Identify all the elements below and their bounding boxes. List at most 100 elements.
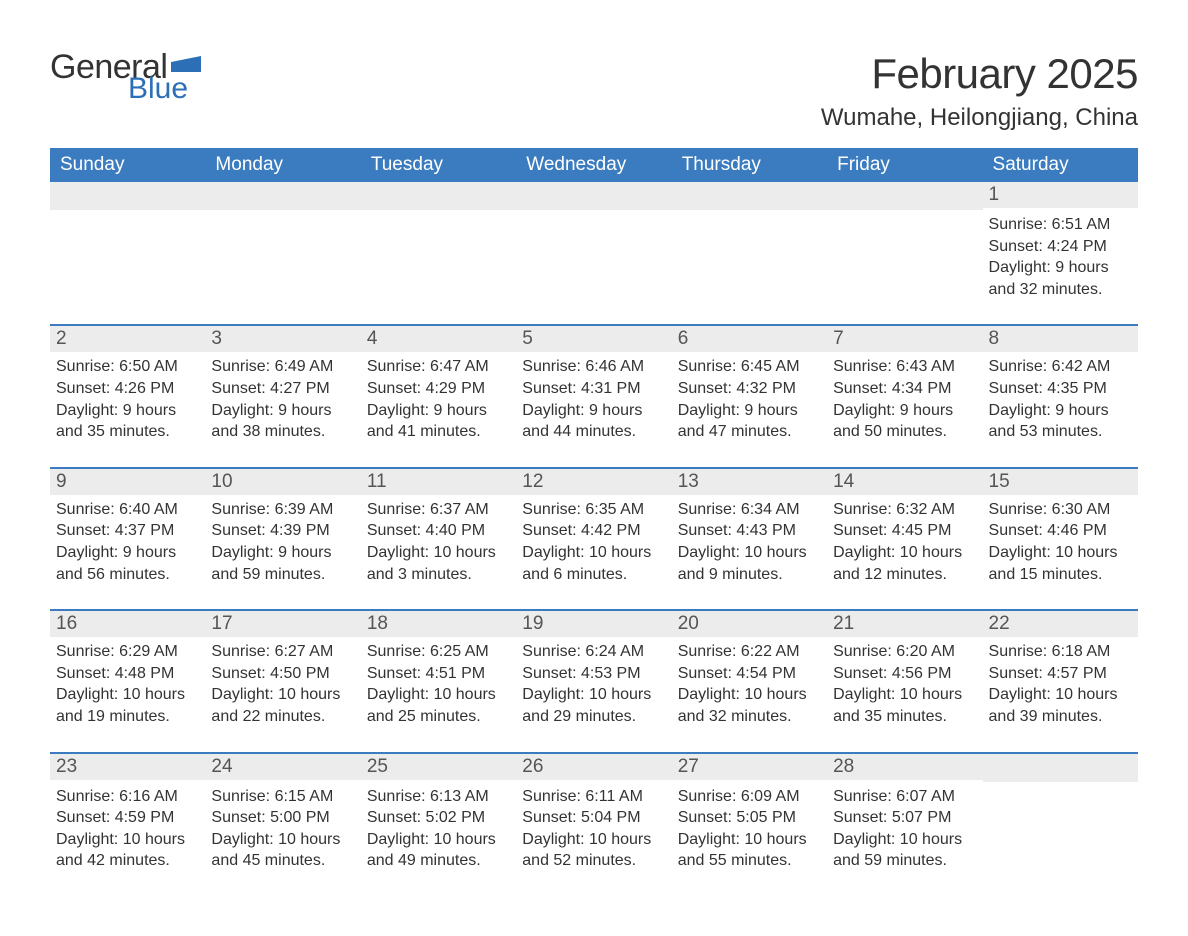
day-cell-body: Sunrise: 6:37 AMSunset: 4:40 PMDaylight:… [361, 495, 516, 610]
sunrise-line: Sunrise: 6:45 AM [678, 356, 821, 378]
day-number: 14 [827, 469, 982, 495]
day-number: 24 [205, 754, 360, 780]
sunset-line: Sunset: 4:26 PM [56, 378, 199, 400]
sunset-line: Sunset: 4:27 PM [211, 378, 354, 400]
day-cell-body [205, 210, 360, 325]
daylight-line: Daylight: 10 hours and 42 minutes. [56, 829, 199, 872]
day-cell-body [983, 782, 1138, 896]
month-title: February 2025 [821, 50, 1138, 98]
weekday-header: Friday [827, 148, 982, 182]
weekday-header: Tuesday [361, 148, 516, 182]
daylight-line: Daylight: 9 hours and 38 minutes. [211, 400, 354, 443]
day-cell-body: Sunrise: 6:51 AMSunset: 4:24 PMDaylight:… [983, 210, 1138, 325]
sunrise-line: Sunrise: 6:49 AM [211, 356, 354, 378]
day-number: 9 [50, 469, 205, 495]
sunset-line: Sunset: 4:56 PM [833, 663, 976, 685]
day-cell-number: 24 [205, 753, 360, 782]
sunrise-line: Sunrise: 6:29 AM [56, 641, 199, 663]
logo: General Blue [50, 50, 201, 104]
sunset-line: Sunset: 4:34 PM [833, 378, 976, 400]
day-cell-body: Sunrise: 6:15 AMSunset: 5:00 PMDaylight:… [205, 782, 360, 896]
day-number: 6 [672, 326, 827, 352]
sunrise-line: Sunrise: 6:34 AM [678, 499, 821, 521]
sunrise-line: Sunrise: 6:16 AM [56, 786, 199, 808]
day-cell-body: Sunrise: 6:29 AMSunset: 4:48 PMDaylight:… [50, 637, 205, 752]
day-cell-body: Sunrise: 6:20 AMSunset: 4:56 PMDaylight:… [827, 637, 982, 752]
day-number: 25 [361, 754, 516, 780]
weekday-header: Thursday [672, 148, 827, 182]
day-cell-number: 13 [672, 468, 827, 495]
day-cell-number: 22 [983, 610, 1138, 637]
day-number: 12 [516, 469, 671, 495]
sunrise-line: Sunrise: 6:07 AM [833, 786, 976, 808]
logo-text-blue: Blue [128, 74, 188, 104]
weekday-header: Sunday [50, 148, 205, 182]
day-cell-number: 16 [50, 610, 205, 637]
day-cell-number: 9 [50, 468, 205, 495]
day-cell-body: Sunrise: 6:18 AMSunset: 4:57 PMDaylight:… [983, 637, 1138, 752]
daylight-line: Daylight: 10 hours and 52 minutes. [522, 829, 665, 872]
daylight-line: Daylight: 10 hours and 19 minutes. [56, 684, 199, 727]
day-number: 17 [205, 611, 360, 637]
location: Wumahe, Heilongjiang, China [821, 104, 1138, 132]
day-cell-body: Sunrise: 6:35 AMSunset: 4:42 PMDaylight:… [516, 495, 671, 610]
day-cell-number: 25 [361, 753, 516, 782]
day-cell-number: 5 [516, 325, 671, 352]
daylight-line: Daylight: 10 hours and 22 minutes. [211, 684, 354, 727]
sunrise-line: Sunrise: 6:42 AM [989, 356, 1132, 378]
sunrise-line: Sunrise: 6:25 AM [367, 641, 510, 663]
weekday-header: Monday [205, 148, 360, 182]
day-cell-number: 20 [672, 610, 827, 637]
day-number: 13 [672, 469, 827, 495]
sunset-line: Sunset: 4:45 PM [833, 520, 976, 542]
sunset-line: Sunset: 4:53 PM [522, 663, 665, 685]
sunrise-line: Sunrise: 6:11 AM [522, 786, 665, 808]
daylight-line: Daylight: 9 hours and 59 minutes. [211, 542, 354, 585]
day-number: 18 [361, 611, 516, 637]
day-cell-body: Sunrise: 6:50 AMSunset: 4:26 PMDaylight:… [50, 352, 205, 467]
day-cell-body: Sunrise: 6:46 AMSunset: 4:31 PMDaylight:… [516, 352, 671, 467]
day-cell-number: 1 [983, 182, 1138, 210]
sunset-line: Sunset: 5:07 PM [833, 807, 976, 829]
day-cell-number: 19 [516, 610, 671, 637]
day-cell-body: Sunrise: 6:22 AMSunset: 4:54 PMDaylight:… [672, 637, 827, 752]
day-number: 27 [672, 754, 827, 780]
daylight-line: Daylight: 10 hours and 3 minutes. [367, 542, 510, 585]
daylight-line: Daylight: 9 hours and 41 minutes. [367, 400, 510, 443]
day-cell-body [361, 210, 516, 325]
sunrise-line: Sunrise: 6:40 AM [56, 499, 199, 521]
day-cell-body: Sunrise: 6:25 AMSunset: 4:51 PMDaylight:… [361, 637, 516, 752]
day-cell-number: 12 [516, 468, 671, 495]
day-cell-body: Sunrise: 6:24 AMSunset: 4:53 PMDaylight:… [516, 637, 671, 752]
day-number: 8 [983, 326, 1138, 352]
day-number: 4 [361, 326, 516, 352]
day-number: 15 [983, 469, 1138, 495]
day-cell-number: 11 [361, 468, 516, 495]
day-cell-body: Sunrise: 6:30 AMSunset: 4:46 PMDaylight:… [983, 495, 1138, 610]
day-cell-body: Sunrise: 6:32 AMSunset: 4:45 PMDaylight:… [827, 495, 982, 610]
day-cell-body: Sunrise: 6:13 AMSunset: 5:02 PMDaylight:… [361, 782, 516, 896]
sunset-line: Sunset: 4:48 PM [56, 663, 199, 685]
sunrise-line: Sunrise: 6:09 AM [678, 786, 821, 808]
day-cell-body [672, 210, 827, 325]
sunset-line: Sunset: 4:32 PM [678, 378, 821, 400]
daylight-line: Daylight: 10 hours and 9 minutes. [678, 542, 821, 585]
day-cell-body: Sunrise: 6:39 AMSunset: 4:39 PMDaylight:… [205, 495, 360, 610]
day-cell-body: Sunrise: 6:43 AMSunset: 4:34 PMDaylight:… [827, 352, 982, 467]
day-cell-number: 15 [983, 468, 1138, 495]
day-cell-body: Sunrise: 6:11 AMSunset: 5:04 PMDaylight:… [516, 782, 671, 896]
day-cell-body: Sunrise: 6:09 AMSunset: 5:05 PMDaylight:… [672, 782, 827, 896]
sunset-line: Sunset: 5:00 PM [211, 807, 354, 829]
daylight-line: Daylight: 10 hours and 6 minutes. [522, 542, 665, 585]
daylight-line: Daylight: 10 hours and 39 minutes. [989, 684, 1132, 727]
sunset-line: Sunset: 5:04 PM [522, 807, 665, 829]
sunrise-line: Sunrise: 6:35 AM [522, 499, 665, 521]
sunrise-line: Sunrise: 6:15 AM [211, 786, 354, 808]
daylight-line: Daylight: 10 hours and 32 minutes. [678, 684, 821, 727]
daylight-line: Daylight: 10 hours and 45 minutes. [211, 829, 354, 872]
day-number: 3 [205, 326, 360, 352]
day-cell-number: 6 [672, 325, 827, 352]
day-number: 16 [50, 611, 205, 637]
weekday-header: Wednesday [516, 148, 671, 182]
day-cell-number: 7 [827, 325, 982, 352]
